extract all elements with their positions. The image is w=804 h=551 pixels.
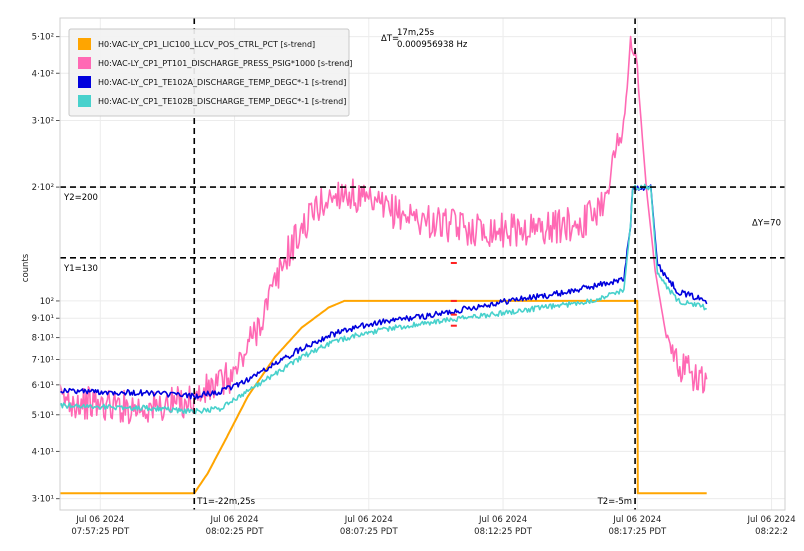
- y-tick-label: 4·10¹: [32, 447, 54, 457]
- x-tick-date: Jul 06 2024: [747, 515, 796, 525]
- cursor-t1-label: T1=-22m,25s: [196, 497, 255, 507]
- cursor-y2-label: Y2=200: [63, 193, 98, 203]
- x-tick-time: 07:57:25 PDT: [71, 527, 130, 537]
- series-line-4: [59, 183, 708, 415]
- y-tick-label: 5·10²: [32, 33, 54, 43]
- delta-t-label: ΔT=: [381, 34, 399, 44]
- x-tick-date: Jul 06 2024: [478, 515, 527, 525]
- cursor-t2-label: T2=-5m: [597, 497, 632, 507]
- y-axis: 3·10¹ 4·10¹ 5·10¹ 6·10¹ 7·10¹ 8·10¹ 9·10¹ 10² 2·…: [32, 33, 60, 505]
- delta-t-frequency: 0.000956938 Hz: [397, 40, 468, 50]
- y-tick-label: 7·10¹: [32, 356, 54, 366]
- series-line-3: [59, 184, 708, 400]
- legend-box: [68, 28, 350, 117]
- cursor-y1-label: Y1=130: [63, 264, 98, 274]
- delta-y-label: ΔY=70: [752, 218, 781, 228]
- y-tick-label: 6·10¹: [32, 381, 54, 391]
- x-tick-time: 08:02:25 PDT: [206, 527, 265, 537]
- series-line-1: [60, 299, 707, 495]
- legend-entry-1[interactable]: H0:VAC-LY_CP1_LIC100_LLCV_POS_CTRL_PCT […: [98, 40, 315, 49]
- x-tick-time: 08:07:25 PDT: [340, 527, 399, 537]
- delta-t-value: 17m,25s: [397, 28, 435, 38]
- y-tick-label: 4·10²: [32, 69, 54, 79]
- legend-swatch-4: [78, 95, 91, 107]
- x-tick-time: 08:17:25 PDT: [608, 527, 667, 537]
- x-tick-time: 08:22:2: [755, 527, 788, 537]
- y-tick-label: 3·10¹: [32, 495, 54, 505]
- y-tick-label: 10²: [40, 297, 54, 307]
- x-tick-date: Jul 06 2024: [75, 515, 124, 525]
- x-tick-date: Jul 06 2024: [344, 515, 393, 525]
- y-tick-label: 2·10²: [32, 183, 54, 193]
- legend-entry-2[interactable]: H0:VAC-LY_CP1_PT101_DISCHARGE_PRESS_PSIG…: [98, 59, 352, 68]
- legend-entry-4[interactable]: H0:VAC-LY_CP1_TE102B_DISCHARGE_TEMP_DEGC…: [98, 97, 346, 106]
- y-tick-label: 5·10¹: [32, 411, 54, 421]
- legend-swatch-1: [78, 38, 91, 50]
- legend-entry-3[interactable]: H0:VAC-LY_CP1_TE102A_DISCHARGE_TEMP_DEGC…: [98, 78, 346, 87]
- series-line-2: [59, 35, 708, 425]
- legend-swatch-3: [78, 76, 91, 88]
- y-tick-label: 3·10²: [32, 117, 54, 127]
- legend: H0:VAC-LY_CP1_LIC100_LLCV_POS_CTRL_PCT […: [68, 28, 352, 117]
- x-axis: Jul 06 2024 07:57:25 PDT Jul 06 2024 08:02:…: [71, 515, 795, 537]
- y-tick-label: 8·10¹: [32, 334, 54, 344]
- plot-frame: [59, 17, 786, 511]
- x-tick-date: Jul 06 2024: [209, 515, 258, 525]
- x-tick-date: Jul 06 2024: [612, 515, 661, 525]
- y-axis-label: counts: [21, 253, 31, 282]
- y-tick-label: 9·10¹: [32, 314, 54, 324]
- x-tick-time: 08:12:25 PDT: [474, 527, 533, 537]
- series-lines: [59, 35, 708, 495]
- legend-swatch-2: [78, 57, 91, 69]
